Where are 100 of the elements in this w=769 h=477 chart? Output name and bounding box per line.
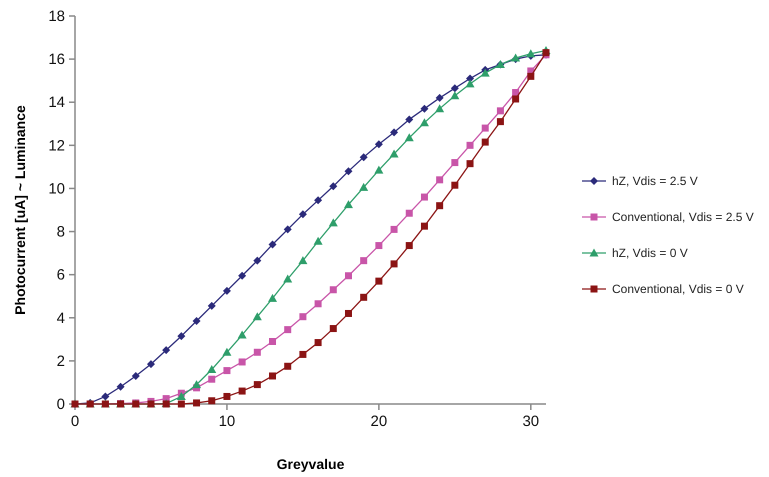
point bbox=[223, 367, 230, 374]
point bbox=[420, 104, 428, 113]
point bbox=[420, 194, 428, 201]
point bbox=[359, 182, 368, 191]
point bbox=[299, 313, 306, 320]
point bbox=[314, 236, 323, 245]
point bbox=[101, 392, 110, 400]
point bbox=[314, 339, 322, 346]
point bbox=[420, 118, 429, 126]
point bbox=[360, 294, 368, 301]
point bbox=[436, 94, 444, 102]
point bbox=[252, 312, 262, 320]
point bbox=[435, 104, 444, 112]
point bbox=[208, 302, 216, 310]
point bbox=[466, 160, 474, 168]
point bbox=[162, 346, 170, 354]
point bbox=[526, 49, 536, 58]
point bbox=[404, 133, 414, 142]
point bbox=[299, 350, 306, 358]
point bbox=[284, 225, 292, 234]
point bbox=[375, 242, 382, 250]
point bbox=[496, 107, 504, 114]
point bbox=[238, 272, 246, 280]
point bbox=[330, 286, 337, 294]
point bbox=[222, 286, 231, 295]
point bbox=[420, 222, 428, 230]
legend-label: Conventional, Vdis = 0 V bbox=[612, 282, 744, 296]
point bbox=[330, 325, 337, 332]
point bbox=[268, 294, 278, 302]
point bbox=[390, 260, 398, 268]
point bbox=[254, 381, 261, 388]
point bbox=[390, 226, 398, 233]
point bbox=[298, 210, 307, 218]
point bbox=[132, 372, 140, 380]
point bbox=[482, 138, 489, 146]
point bbox=[406, 242, 413, 250]
point bbox=[375, 278, 382, 285]
x-tick-label: 20 bbox=[370, 413, 388, 430]
point bbox=[482, 124, 489, 132]
point bbox=[390, 149, 399, 158]
point bbox=[451, 182, 458, 189]
point bbox=[450, 84, 459, 92]
point bbox=[406, 210, 413, 217]
point bbox=[344, 310, 352, 317]
y-tick-label: 8 bbox=[56, 224, 65, 241]
point bbox=[268, 240, 277, 248]
x-tick-label: 10 bbox=[218, 413, 236, 430]
point bbox=[207, 365, 216, 374]
point bbox=[254, 348, 261, 356]
y-tick-label: 14 bbox=[48, 94, 65, 112]
point bbox=[223, 392, 230, 400]
point bbox=[269, 372, 276, 380]
point bbox=[344, 200, 353, 208]
point bbox=[496, 118, 504, 126]
point bbox=[178, 400, 185, 408]
point bbox=[146, 360, 155, 368]
point bbox=[116, 382, 125, 391]
point bbox=[360, 257, 368, 264]
y-tick-label: 6 bbox=[56, 266, 65, 284]
point bbox=[344, 272, 352, 280]
x-axis-title: Greyvalue bbox=[276, 456, 345, 472]
x-tick-label: 30 bbox=[522, 413, 540, 430]
legend-label: hZ, Vdis = 0 V bbox=[612, 246, 688, 260]
point bbox=[390, 128, 398, 136]
point bbox=[480, 68, 490, 77]
point bbox=[466, 79, 475, 88]
y-tick-label: 0 bbox=[56, 396, 65, 413]
point bbox=[284, 326, 292, 334]
point bbox=[238, 358, 246, 366]
point bbox=[436, 202, 444, 210]
y-tick-label: 2 bbox=[56, 352, 65, 370]
point bbox=[451, 159, 458, 166]
point bbox=[329, 182, 338, 190]
point bbox=[283, 274, 292, 282]
point bbox=[374, 140, 383, 148]
point bbox=[238, 330, 247, 339]
point bbox=[238, 388, 246, 395]
x-tick-label: 0 bbox=[70, 413, 80, 430]
point bbox=[222, 348, 232, 356]
y-axis-title: Photocurrent [uA] ~ Luminance bbox=[12, 104, 28, 315]
point bbox=[177, 332, 186, 340]
legend-label: hZ, Vdis = 2.5 V bbox=[612, 174, 698, 188]
point bbox=[344, 167, 352, 176]
point bbox=[298, 256, 308, 264]
point bbox=[208, 397, 216, 404]
point bbox=[269, 338, 276, 345]
point bbox=[512, 95, 520, 102]
point bbox=[450, 91, 460, 100]
point bbox=[284, 362, 292, 370]
point bbox=[360, 153, 368, 162]
point bbox=[208, 376, 216, 383]
point bbox=[527, 72, 534, 80]
point bbox=[192, 317, 201, 326]
point bbox=[314, 196, 322, 204]
point bbox=[314, 300, 322, 308]
point bbox=[436, 176, 444, 184]
y-tick-label: 18 bbox=[48, 8, 65, 25]
y-tick-label: 16 bbox=[48, 51, 65, 68]
point bbox=[328, 218, 338, 226]
point bbox=[466, 142, 474, 149]
